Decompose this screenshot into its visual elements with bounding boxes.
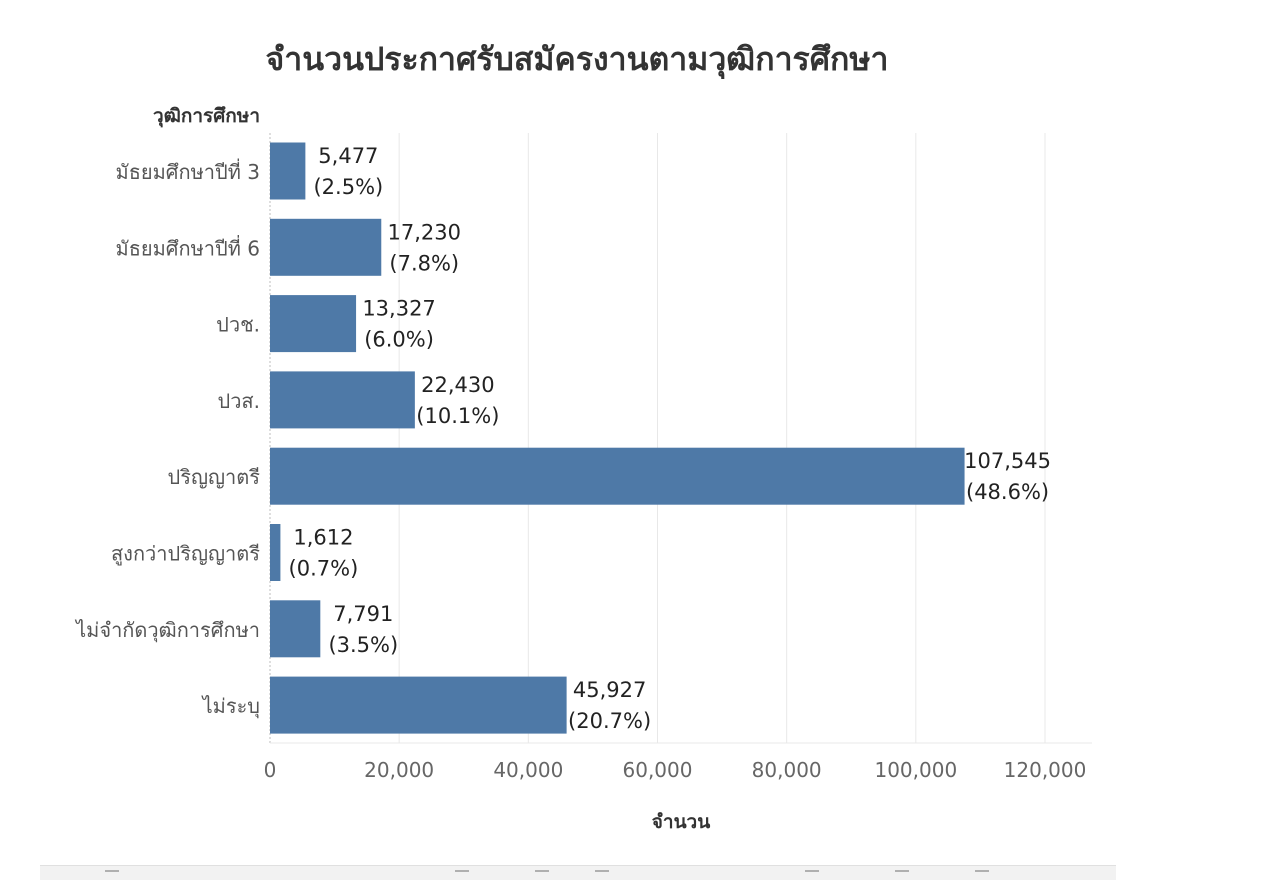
value-label: 107,545: [964, 449, 1051, 473]
value-label: 13,327: [362, 297, 435, 321]
value-label: 5,477: [318, 144, 378, 168]
bars: [270, 142, 965, 734]
bar[interactable]: [270, 600, 321, 658]
viz-toolbar: [40, 865, 1116, 880]
bar[interactable]: [270, 371, 415, 429]
x-tick-label: 80,000: [752, 758, 822, 782]
bar[interactable]: [270, 142, 306, 200]
revert-icon[interactable]: [595, 870, 609, 882]
category-label: สูงกว่าปริญญาตรี: [111, 542, 260, 567]
bar[interactable]: [270, 218, 382, 276]
x-tick-label: 0: [264, 758, 277, 782]
category-label: ไม่ระบุ: [201, 694, 260, 719]
x-tick-label: 40,000: [493, 758, 563, 782]
category-label: มัธยมศึกษาปีที่ 6: [116, 234, 260, 260]
redo-icon[interactable]: [535, 870, 549, 882]
x-tick-label: 20,000: [364, 758, 434, 782]
percent-label: (6.0%): [364, 328, 434, 352]
percent-label: (48.6%): [966, 480, 1049, 504]
value-label: 22,430: [421, 373, 494, 397]
bar[interactable]: [270, 295, 357, 353]
x-tick-label: 120,000: [1004, 758, 1087, 782]
value-labels: 5,477 (2.5%)17,230 (7.8%) 13,327 (6.0%) 22,43…: [289, 144, 1051, 733]
value-label: 45,927: [573, 678, 646, 702]
chart-title: จำนวนประกาศรับสมัครงานตามวุฒิการศึกษา: [266, 40, 889, 80]
x-tick-label: 100,000: [874, 758, 957, 782]
category-labels: มัธยมศึกษาปีที่ 3 มัธยมศึกษาปีที่ 6 ปวช. ปว…: [74, 158, 260, 719]
category-label: ปวส.: [218, 389, 261, 413]
download-icon[interactable]: [975, 870, 989, 882]
percent-label: (0.7%): [289, 557, 359, 581]
category-label: ปวช.: [216, 313, 260, 337]
percent-label: (20.7%): [568, 709, 651, 733]
x-tick-label: 60,000: [623, 758, 693, 782]
value-label: 1,612: [293, 526, 353, 550]
percent-label: (3.5%): [328, 633, 398, 657]
category-label: ปริญญาตรี: [168, 465, 261, 489]
percent-label: (2.5%): [313, 175, 383, 199]
percent-label: (7.8%): [389, 251, 459, 275]
category-label: มัธยมศึกษาปีที่ 3: [116, 158, 260, 184]
share-icon[interactable]: [805, 870, 819, 882]
x-axis-label: จำนวน: [652, 811, 710, 833]
value-label: 7,791: [333, 602, 393, 626]
y-axis-label: วุฒิการศึกษา: [153, 105, 260, 128]
bar[interactable]: [270, 524, 281, 581]
value-label: 17,230: [388, 220, 461, 244]
logo-icon[interactable]: [105, 870, 119, 882]
bar[interactable]: [270, 447, 965, 505]
bar[interactable]: [270, 676, 567, 734]
undo-icon[interactable]: [455, 870, 469, 882]
percent-label: (10.1%): [416, 404, 499, 428]
x-tick-labels: 0 20,000 40,000 60,000 80,000 100,000 120,000: [264, 758, 1087, 782]
category-label: ไม่จำกัดวุฒิการศึกษา: [74, 618, 260, 643]
fullscreen-icon[interactable]: [895, 870, 909, 882]
